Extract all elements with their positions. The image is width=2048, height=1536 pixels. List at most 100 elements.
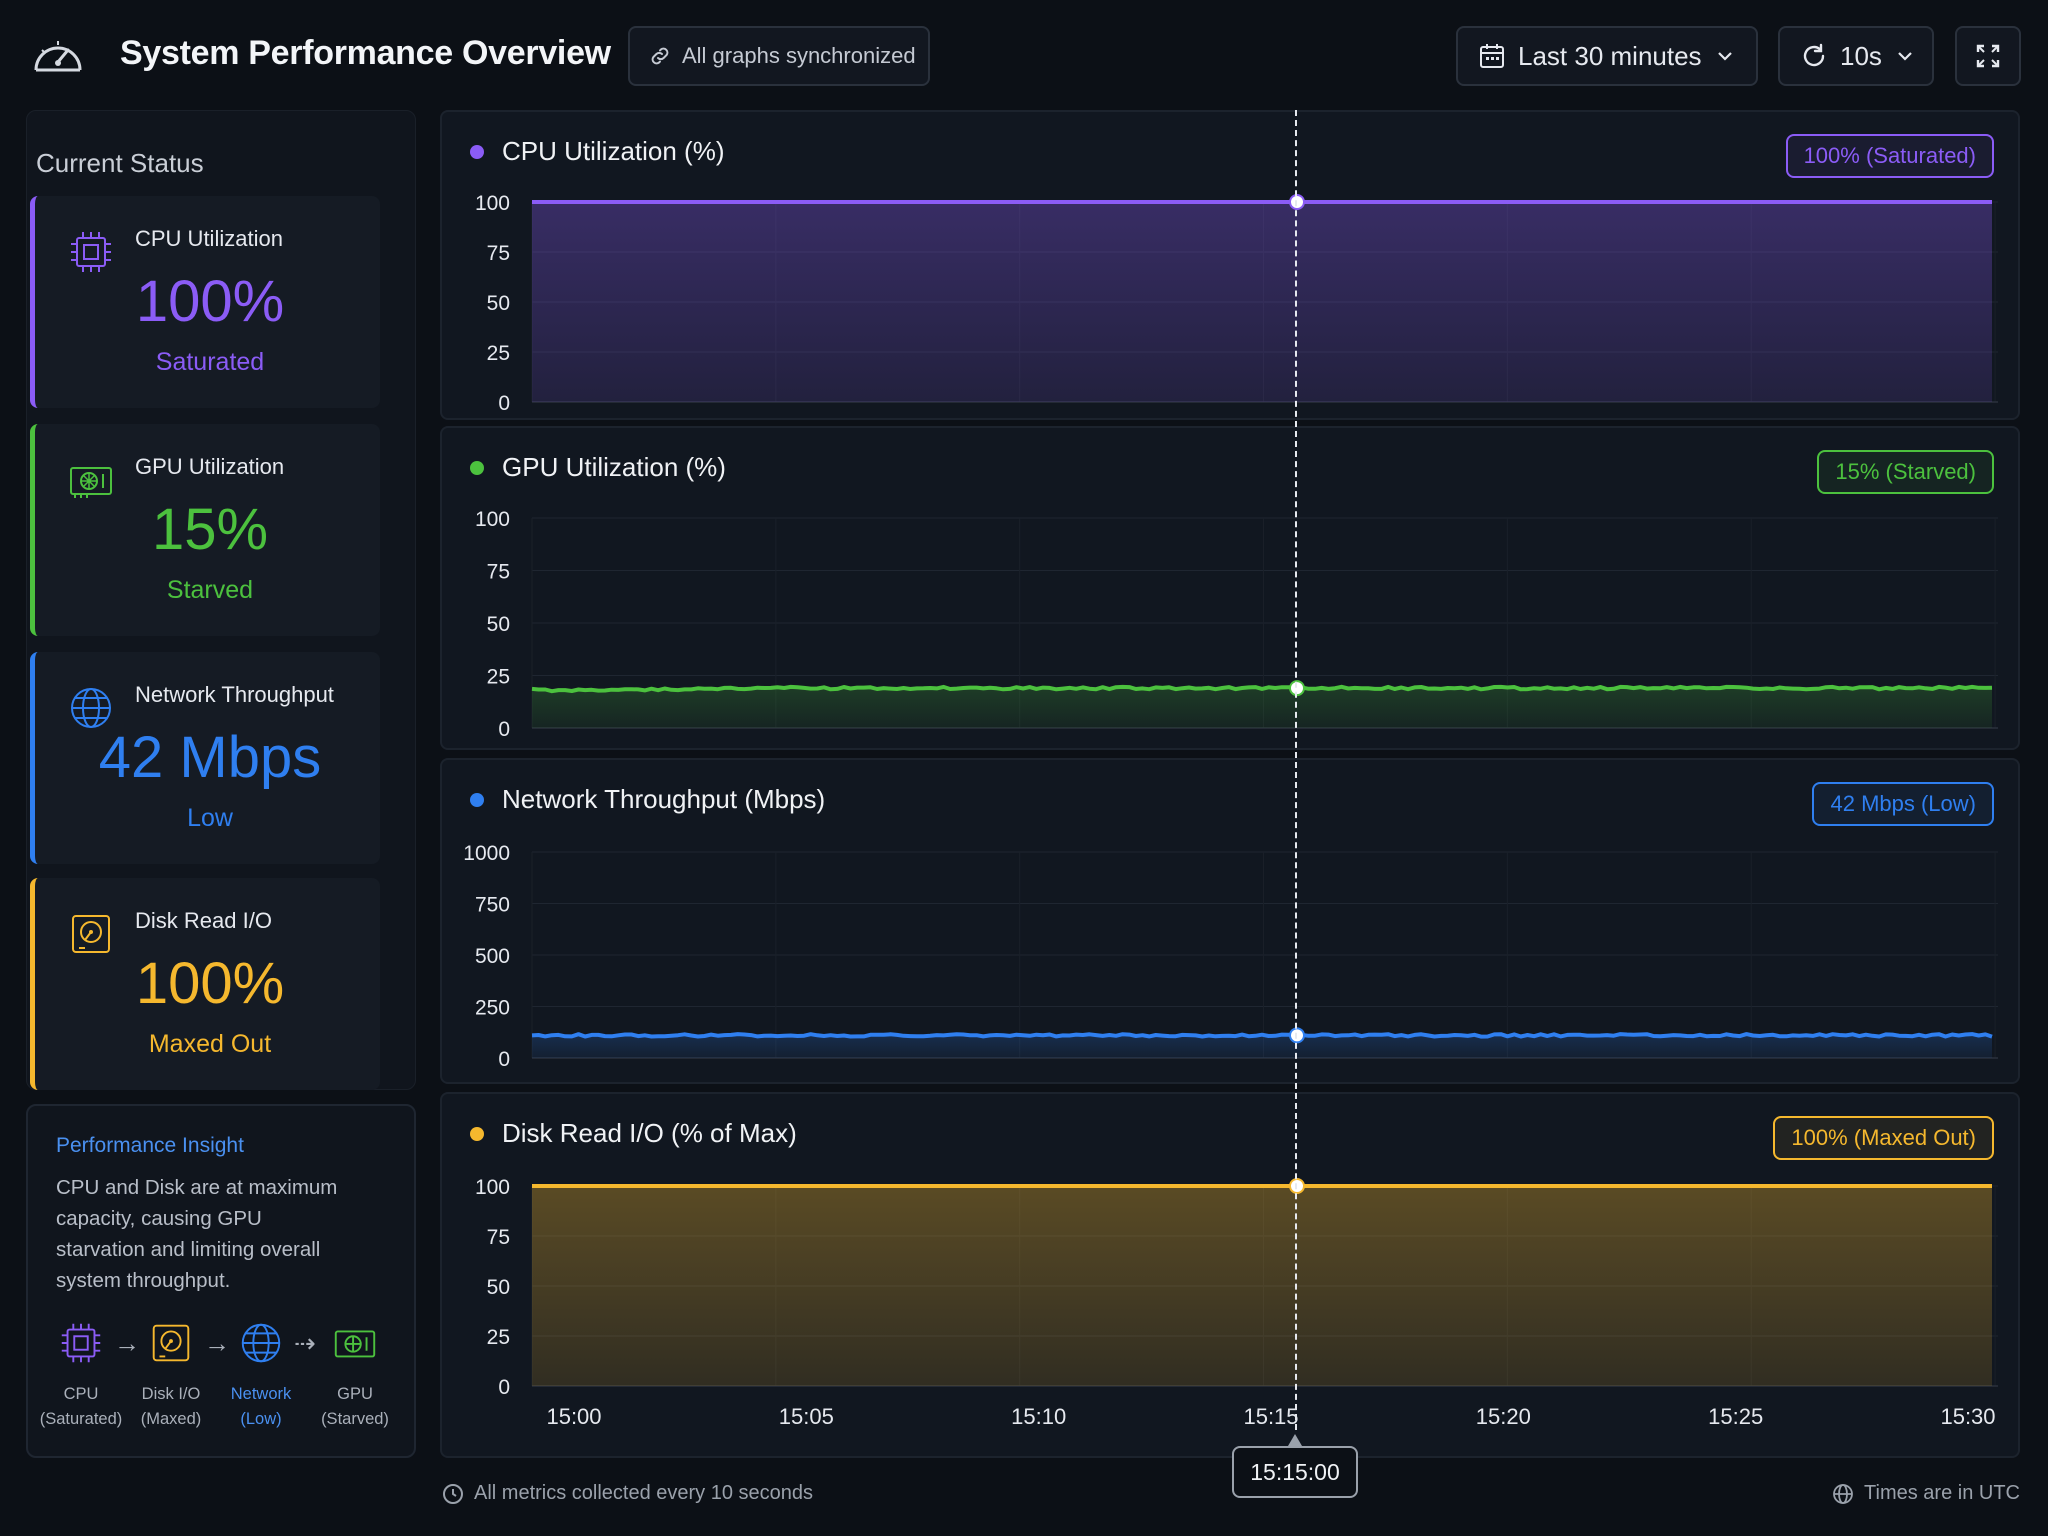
y-tick-label: 250 (475, 997, 510, 1020)
flow-label-network: Network (Low) (216, 1382, 306, 1432)
time-range-dropdown[interactable]: Last 30 minutes (1456, 26, 1758, 86)
series-area (532, 1034, 1992, 1058)
card-title: GPU Utilization (135, 454, 285, 479)
page-title: System Performance Overview (120, 34, 611, 72)
y-tick-label: 100 (475, 192, 510, 215)
status-badge: 42 Mbps (Low) (1812, 782, 1994, 826)
cursor-point (1289, 1027, 1305, 1044)
y-tick-label: 25 (487, 1326, 510, 1349)
card-value: 100% (135, 269, 285, 334)
y-tick-label: 75 (487, 561, 510, 584)
globe-icon (71, 688, 111, 728)
x-tick-label: 15:25 (1708, 1404, 1763, 1429)
series-area (532, 686, 1992, 728)
chart-title: GPU Utilization (%) (470, 452, 726, 483)
chart-title: Disk Read I/O (% of Max) (470, 1118, 797, 1149)
dashboard-gauge-icon (34, 41, 82, 72)
y-tick-label: 75 (487, 1226, 510, 1249)
card-status: Saturated (155, 348, 265, 376)
chart-panel-gpu[interactable]: GPU Utilization (%) 15% (Starved) 100 75 5… (440, 426, 2020, 750)
chart-panel-disk[interactable]: Disk Read I/O (% of Max) 100% (Maxed Out… (440, 1092, 2020, 1458)
y-tick-label: 0 (498, 1376, 510, 1399)
status-card-gpu[interactable]: GPU Utilization 15% Starved (30, 424, 380, 636)
chart-plot[interactable]: 1000 750 500 250 0 (442, 760, 2022, 1086)
x-tick-label: 15:15 (1243, 1404, 1298, 1429)
time-range-value: Last 30 minutes (1518, 40, 1702, 71)
disk-icon (152, 1324, 190, 1362)
collection-note-text: All metrics collected every 10 seconds (474, 1482, 814, 1504)
arrow-right-icon: → (204, 1328, 230, 1358)
sync-graphs-toggle[interactable]: All graphs synchronized (628, 26, 930, 86)
card-status: Maxed Out (148, 1030, 272, 1058)
chart-panel-cpu[interactable]: CPU Utilization (%) 100% (Saturated) 100… (440, 110, 2020, 420)
sync-label: All graphs synchronized (682, 43, 916, 68)
calendar-icon (1480, 44, 1504, 68)
y-tick-label: 50 (487, 292, 510, 315)
flow-state: (Starved) (321, 1410, 389, 1428)
cursor-point (1289, 680, 1305, 697)
y-tick-label: 50 (487, 613, 510, 636)
clock-icon (443, 1483, 463, 1504)
timezone-note-text: Times are in UTC (1864, 1482, 2020, 1504)
y-tick-label: 100 (475, 1176, 510, 1199)
status-badge: 100% (Saturated) (1785, 134, 1994, 178)
chart-plot[interactable]: 100 75 50 25 0 (442, 112, 2022, 422)
chevron-down-icon (1898, 52, 1912, 61)
collection-note: All metrics collected every 10 seconds (442, 1482, 813, 1505)
card-title: CPU Utilization (135, 226, 283, 251)
arrow-right-icon: → (114, 1328, 140, 1358)
x-tick-label: 15:10 (1011, 1404, 1066, 1429)
flow-state: (Low) (240, 1410, 282, 1428)
y-tick-label: 1000 (463, 842, 510, 865)
series-line (531, 684, 1993, 694)
refresh-icon (1803, 43, 1825, 67)
header: System Performance Overview All graphs s… (0, 0, 2048, 112)
chart-plot[interactable]: 100 75 50 25 0 (442, 428, 2022, 752)
fullscreen-button[interactable] (1955, 26, 2021, 86)
x-tick-label: 15:30 (1940, 1404, 1995, 1429)
timezone-note: Times are in UTC (1832, 1482, 2020, 1505)
y-tick-label: 50 (487, 1276, 510, 1299)
status-badge: 15% (Starved) (1817, 450, 1994, 494)
status-badge: 100% (Maxed Out) (1773, 1116, 1994, 1160)
cpu-icon (71, 232, 111, 272)
y-tick-label: 75 (487, 242, 510, 265)
flow-name: Network (230, 1385, 292, 1403)
refresh-interval-dropdown[interactable]: 10s (1778, 26, 1934, 86)
x-tick-label: 15:20 (1476, 1404, 1531, 1429)
status-card-cpu[interactable]: CPU Utilization 100% Saturated (30, 196, 380, 408)
chart-panel-network[interactable]: Network Throughput (Mbps) 42 Mbps (Low) … (440, 758, 2020, 1084)
chevron-down-icon (1717, 52, 1732, 61)
flow-label-cpu: CPU (Saturated) (36, 1382, 126, 1432)
cursor-point (1289, 194, 1305, 210)
globe-icon (241, 1323, 281, 1363)
y-tick-label: 100 (475, 508, 510, 531)
status-card-disk[interactable]: Disk Read I/O 100% Maxed Out (30, 878, 380, 1090)
dashed-arrow-icon: ⇢ (294, 1328, 316, 1358)
insight-text: CPU and Disk are at maximum capacity, ca… (56, 1176, 338, 1292)
y-tick-label: 0 (498, 1048, 510, 1071)
card-title: Disk Read I/O (135, 908, 272, 933)
chart-plot[interactable]: 100 75 50 25 0 15:00 15:05 15:10 15:15 15:20 15:25… (442, 1094, 2022, 1460)
refresh-interval-value: 10s (1840, 40, 1882, 71)
insight-title: Performance Insight (56, 1134, 244, 1157)
flow-label-disk: Disk I/O (Maxed) (126, 1382, 216, 1432)
series-area (532, 1186, 1992, 1386)
card-value: 15% (151, 497, 269, 562)
flow-state: (Maxed) (140, 1410, 202, 1428)
tooltip-caret (1288, 1434, 1302, 1446)
sync-cursor-line[interactable] (1295, 110, 1297, 1430)
globe-icon (1833, 1483, 1853, 1504)
cursor-time-tooltip: 15:15:00 (1232, 1446, 1358, 1498)
x-tick-label: 15:00 (546, 1404, 601, 1429)
flow-name: Disk I/O (141, 1385, 201, 1403)
chart-title: CPU Utilization (%) (470, 136, 725, 167)
performance-insight: Performance Insight CPU and Disk are at … (26, 1104, 416, 1458)
flow-name: GPU (337, 1385, 373, 1403)
gpu-icon (334, 1330, 376, 1358)
y-tick-label: 750 (475, 894, 510, 917)
link-icon (651, 47, 669, 65)
status-card-network[interactable]: Network Throughput 42 Mbps Low (30, 652, 380, 864)
flow-name: CPU (63, 1385, 99, 1403)
series-line (531, 1032, 1993, 1039)
